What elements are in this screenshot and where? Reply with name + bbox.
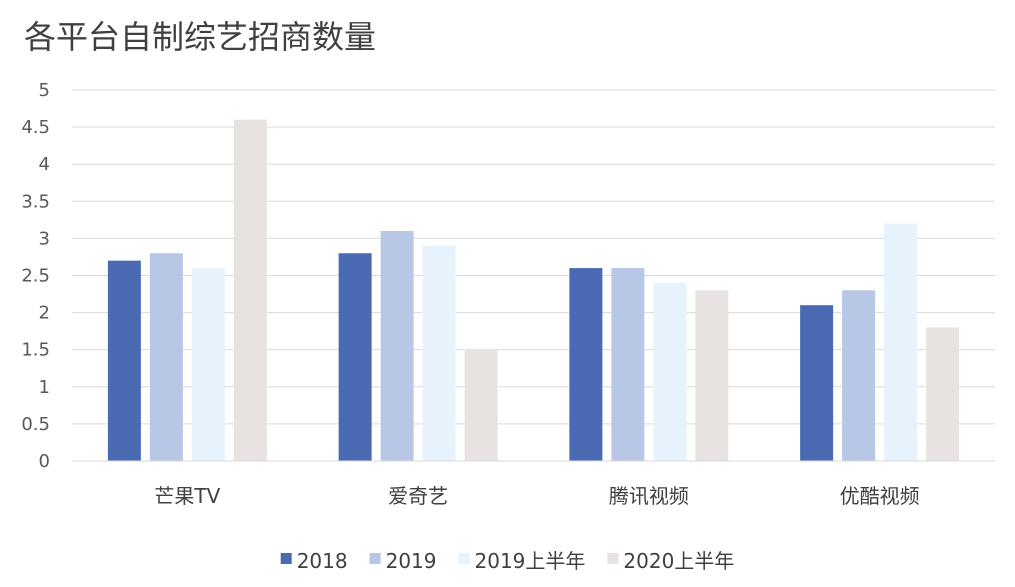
y-tick-label: 3	[39, 228, 50, 249]
legend: 2018 2019 2019上半年 2020上半年	[280, 549, 734, 573]
y-tick-label: 0	[39, 451, 50, 472]
y-tick-label: 0.5	[21, 414, 50, 435]
y-tick-label: 2.5	[21, 266, 50, 287]
bar-2018-芒果TV	[107, 260, 141, 461]
bar-2019上半年-芒果TV	[191, 268, 225, 461]
y-tick-label: 2	[39, 303, 50, 324]
bars	[107, 119, 960, 462]
bar-2018-腾讯视频	[569, 268, 603, 461]
bar-2018-优酷视频	[800, 305, 834, 461]
chart-title: 各平台自制综艺招商数量	[24, 18, 377, 56]
bar-2019上半年-爱奇艺	[422, 245, 456, 461]
bar-2019-优酷视频	[842, 290, 876, 461]
bar-2019-芒果TV	[149, 253, 183, 461]
x-category-label: 芒果TV	[154, 484, 220, 508]
bar-2019-爱奇艺	[380, 230, 414, 461]
x-category-label: 优酷视频	[840, 484, 920, 508]
legend-label: 2020上半年	[623, 549, 734, 573]
legend-label: 2019上半年	[475, 549, 586, 573]
legend-swatch	[607, 553, 619, 564]
legend-label: 2018	[297, 549, 348, 573]
legend-swatch	[280, 553, 292, 564]
bar-2020上半年-优酷视频	[926, 327, 960, 461]
y-tick-label: 1	[39, 377, 50, 398]
y-tick-label: 4.5	[21, 117, 50, 138]
x-category-label: 腾讯视频	[609, 484, 689, 508]
legend-label: 2019	[386, 549, 437, 573]
bar-2019-腾讯视频	[611, 268, 645, 461]
bar-2020上半年-腾讯视频	[695, 290, 729, 461]
legend-swatch	[369, 553, 381, 564]
bar-2019上半年-腾讯视频	[653, 282, 687, 461]
x-axis-categories: 芒果TV 爱奇艺 腾讯视频 优酷视频	[154, 484, 919, 508]
bar-2018-爱奇艺	[338, 253, 372, 461]
x-category-label: 爱奇艺	[388, 484, 448, 508]
bar-2020上半年-爱奇艺	[464, 349, 498, 461]
y-tick-label: 3.5	[21, 191, 50, 212]
gridlines	[72, 89, 995, 425]
y-axis-ticks: 0 0.5 1 1.5 2 2.5 3 3.5 4 4.5 5	[21, 80, 50, 472]
y-tick-label: 5	[39, 80, 50, 101]
y-tick-label: 4	[39, 154, 50, 175]
y-tick-label: 1.5	[21, 340, 50, 361]
legend-swatch	[458, 553, 470, 564]
bar-2020上半年-芒果TV	[233, 119, 267, 462]
bar-2019上半年-优酷视频	[884, 223, 918, 461]
